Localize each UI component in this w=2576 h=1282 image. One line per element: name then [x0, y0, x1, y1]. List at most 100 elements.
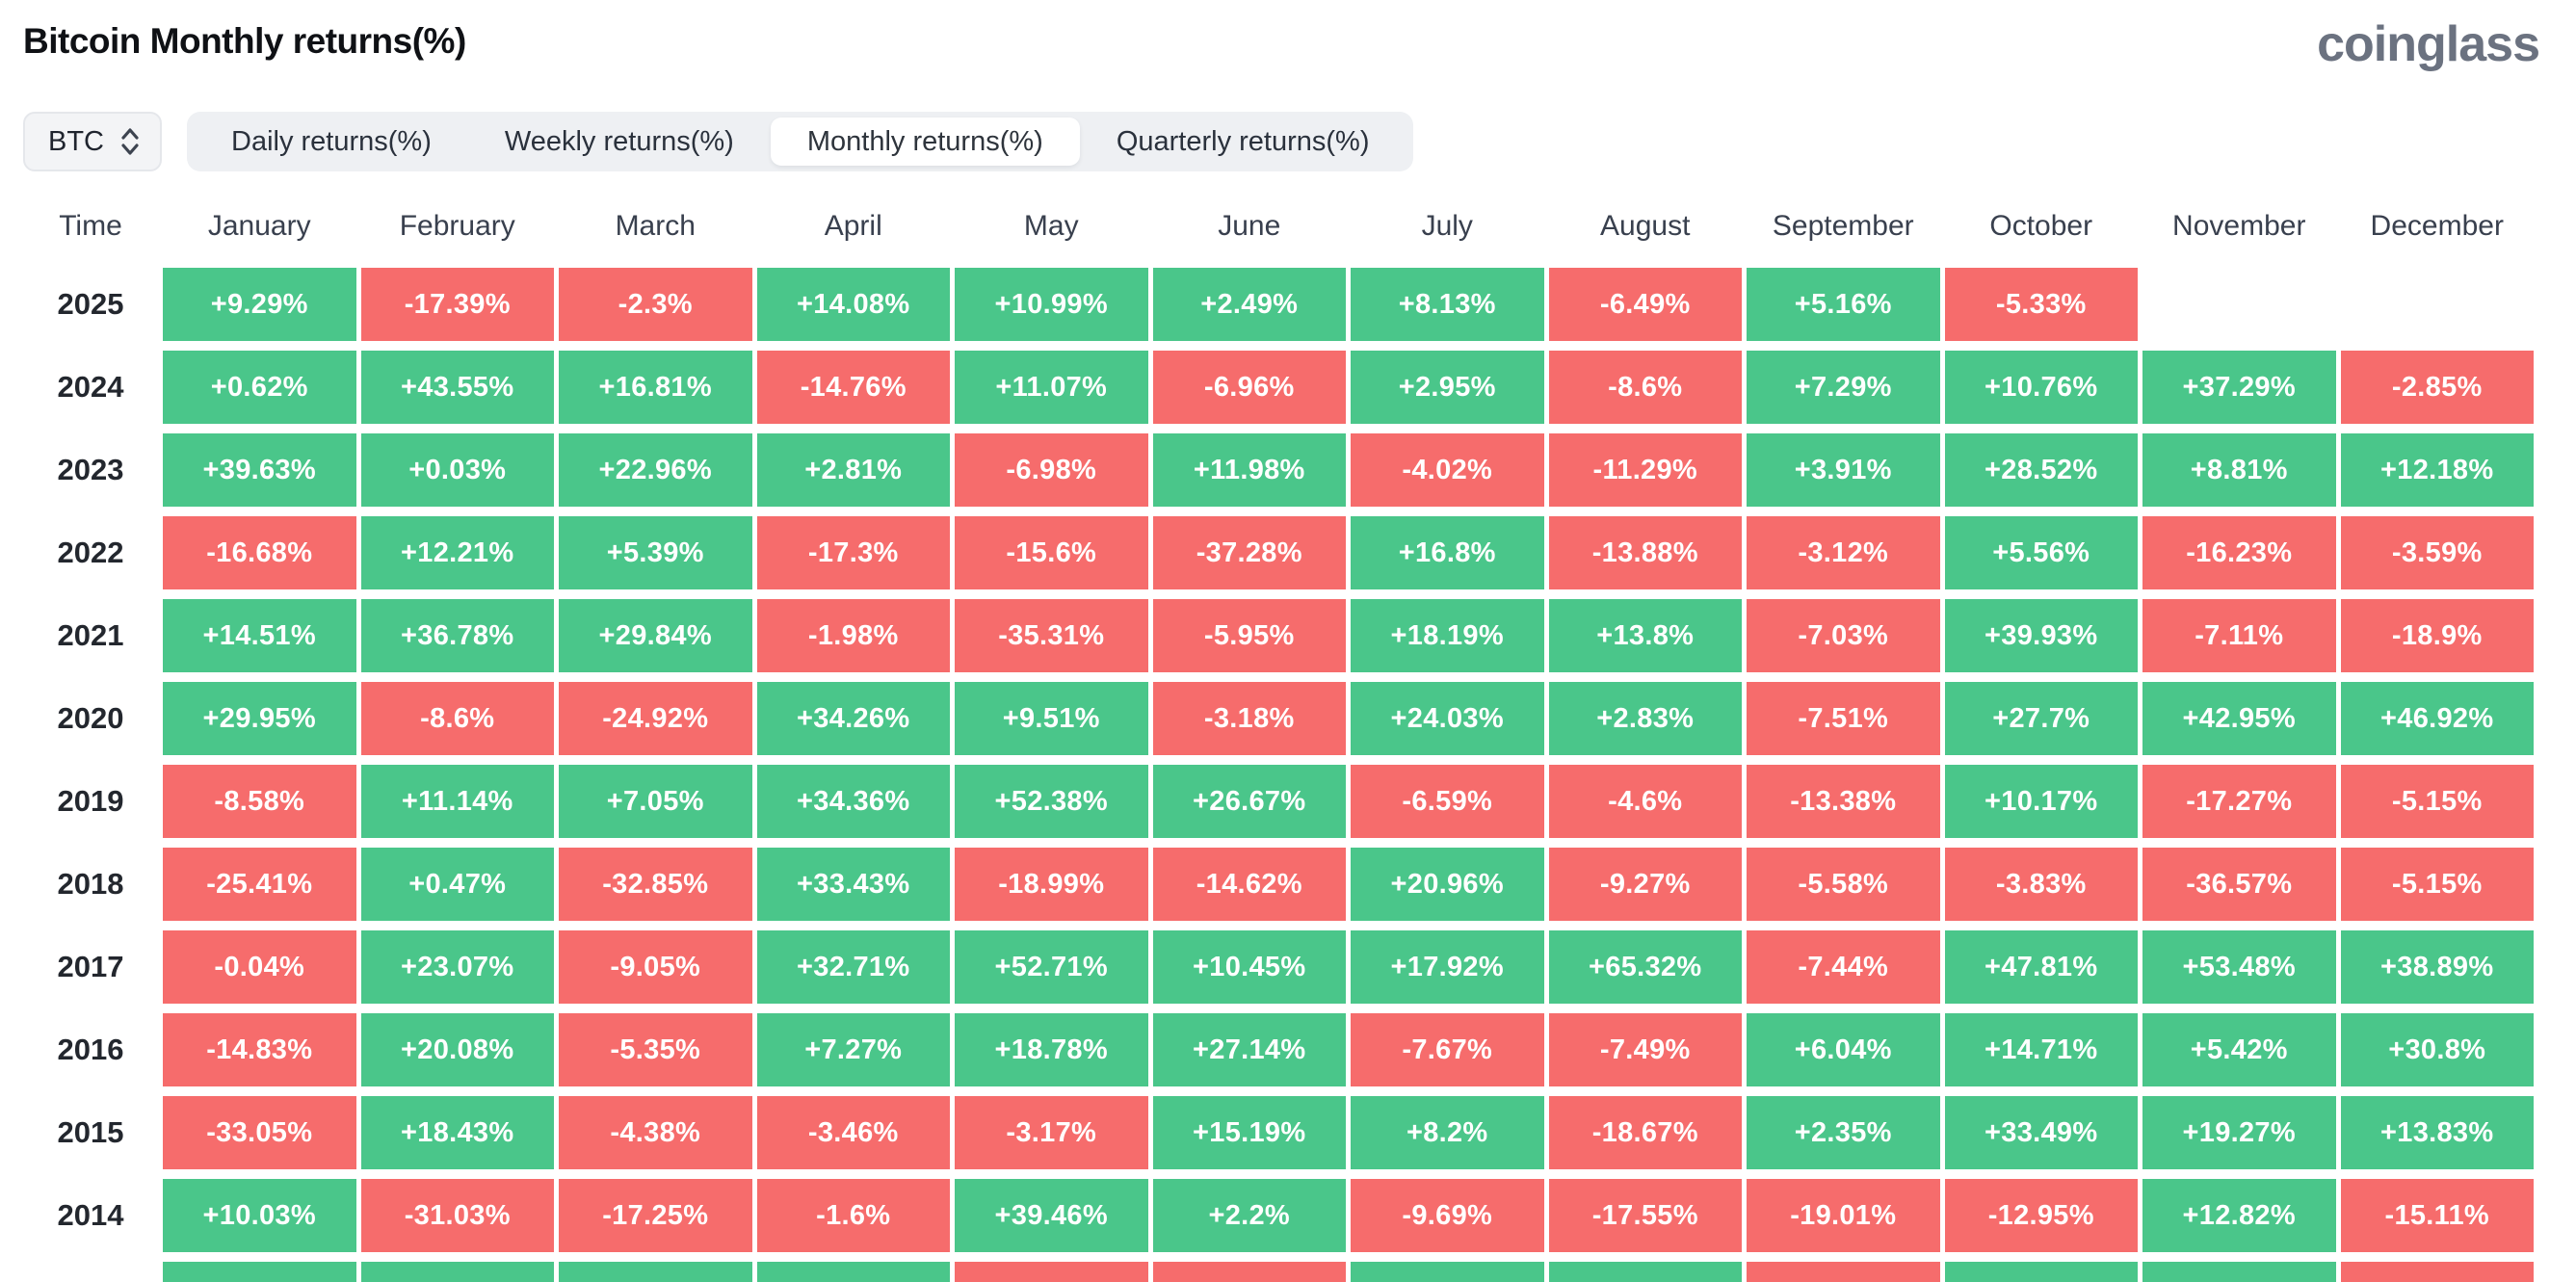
return-cell: +0.62%: [163, 351, 356, 424]
month-header: March: [615, 210, 696, 242]
return-cell: +3.91%: [1747, 433, 1940, 507]
return-cell: +39.63%: [163, 433, 356, 507]
return-cell: -5.33%: [1944, 268, 2138, 341]
year-label: 2018: [57, 867, 124, 901]
table-row: 2023 +39.63% +0.03% +22.96% +2.81% -6.98% +11.…: [23, 433, 2534, 507]
return-cell: -35.31%: [955, 599, 1148, 672]
return-cell: -18.9%: [2340, 599, 2534, 672]
return-cell: -16.68%: [163, 516, 356, 589]
return-cell: +23.07%: [360, 930, 554, 1004]
return-cell: +14.71%: [1944, 1013, 2138, 1086]
page-header: Bitcoin Monthly returns(%) coinglass: [0, 0, 2576, 73]
tab-daily[interactable]: Daily returns(%): [231, 125, 432, 157]
return-cell: -18.67%: [1548, 1096, 1742, 1169]
symbol-select[interactable]: BTC: [23, 112, 162, 171]
return-cell: -9.05%: [559, 930, 752, 1004]
return-cell: +6.04%: [1747, 1013, 1940, 1086]
page-title: Bitcoin Monthly returns(%): [23, 21, 466, 61]
return-cell: +2.2%: [1152, 1179, 1346, 1252]
return-cell: -8.58%: [163, 765, 356, 838]
month-header: December: [2370, 210, 2504, 242]
return-cell: +11.14%: [360, 765, 554, 838]
return-cell: -14.83%: [163, 1013, 356, 1086]
return-cell: +42.95%: [2142, 682, 2336, 755]
return-cell: +37.29%: [2142, 351, 2336, 424]
year-label: 2025: [57, 287, 124, 321]
return-cell: +10.99%: [955, 268, 1148, 341]
table-row: 2020 +29.95% -8.6% -24.92% +34.26% +9.51% -3.1…: [23, 682, 2534, 755]
return-cell: -8.6%: [1548, 351, 1742, 424]
return-cell: +2.95%: [1351, 351, 1544, 424]
return-cell: -5.15%: [2340, 848, 2534, 921]
return-cell: +11.98%: [1152, 433, 1346, 507]
return-cell: -25.41%: [163, 848, 356, 921]
return-cell: +2.83%: [1548, 682, 1742, 755]
table-header-row: Time January February March April May June July…: [23, 200, 2534, 252]
month-header: May: [1023, 210, 1079, 242]
return-cell: -13.88%: [1548, 516, 1742, 589]
return-cell: +53.48%: [2142, 930, 2336, 1004]
return-cell: -37.28%: [1152, 516, 1346, 589]
return-cell: +20.96%: [1351, 848, 1544, 921]
return-cell: +47.81%: [1944, 930, 2138, 1004]
table-row: 2025 +9.29% -17.39% -2.3% +14.08% +10.99% +2.4…: [23, 268, 2534, 341]
return-cell: [559, 1262, 752, 1282]
return-cell: -11.29%: [1548, 433, 1742, 507]
return-cell: +15.19%: [1152, 1096, 1346, 1169]
year-label: 2019: [57, 784, 124, 818]
return-cell: +36.78%: [360, 599, 554, 672]
return-cell: [1944, 1262, 2138, 1282]
year-label: 2024: [57, 370, 124, 404]
return-cell: +11.07%: [955, 351, 1148, 424]
return-cell: -31.03%: [360, 1179, 554, 1252]
return-cell: +13.8%: [1548, 599, 1742, 672]
month-header: September: [1772, 210, 1914, 242]
return-cell: -7.44%: [1747, 930, 1940, 1004]
return-cell: +29.95%: [163, 682, 356, 755]
return-cell: +10.76%: [1944, 351, 2138, 424]
tab-monthly[interactable]: Monthly returns(%): [770, 118, 1080, 166]
return-cell: +39.46%: [955, 1179, 1148, 1252]
return-cell: -9.27%: [1548, 848, 1742, 921]
return-cell: [1747, 1262, 1940, 1282]
table-row: 2018 -25.41% +0.47% -32.85% +33.43% -18.99% -1…: [23, 848, 2534, 921]
month-header: April: [824, 210, 882, 242]
table-row: 2024 +0.62% +43.55% +16.81% -14.76% +11.07% -6…: [23, 351, 2534, 424]
year-label: 2016: [57, 1033, 124, 1066]
return-cell: -13.38%: [1747, 765, 1940, 838]
return-cell: +9.51%: [955, 682, 1148, 755]
return-cell: -1.6%: [756, 1179, 950, 1252]
return-cell: -12.95%: [1944, 1179, 2138, 1252]
return-cell: +17.92%: [1351, 930, 1544, 1004]
return-cell: -6.59%: [1351, 765, 1544, 838]
return-cell: -3.12%: [1747, 516, 1940, 589]
table-row: 2016 -14.83% +20.08% -5.35% +7.27% +18.78% +27…: [23, 1013, 2534, 1086]
return-cell: +22.96%: [559, 433, 752, 507]
tab-weekly[interactable]: Weekly returns(%): [504, 125, 734, 157]
return-cell: -17.3%: [756, 516, 950, 589]
return-cell: +2.81%: [756, 433, 950, 507]
return-cell: +18.19%: [1351, 599, 1544, 672]
return-cell: [2341, 268, 2535, 341]
return-cell: +7.05%: [559, 765, 752, 838]
tab-quarterly[interactable]: Quarterly returns(%): [1116, 125, 1370, 157]
return-cell: +5.16%: [1747, 268, 1940, 341]
return-cell: +8.81%: [2142, 433, 2336, 507]
return-cell: -1.98%: [756, 599, 950, 672]
return-cell: +14.08%: [756, 268, 950, 341]
return-cell: +7.29%: [1747, 351, 1940, 424]
return-cell: +12.82%: [2142, 1179, 2336, 1252]
year-label: 2014: [57, 1198, 124, 1232]
table-row: 2015 -33.05% +18.43% -4.38% -3.46% -3.17% +15.…: [23, 1096, 2534, 1169]
month-header: February: [399, 210, 515, 242]
return-cell: -6.49%: [1548, 268, 1742, 341]
return-cell: -18.99%: [955, 848, 1148, 921]
month-header: November: [2172, 210, 2306, 242]
coinglass-logo: coinglass: [2317, 16, 2540, 72]
return-cell: +0.47%: [360, 848, 554, 921]
return-cell: +24.03%: [1351, 682, 1544, 755]
return-cell: [2142, 1262, 2336, 1282]
return-cell: +34.26%: [756, 682, 950, 755]
symbol-select-value: BTC: [48, 125, 104, 157]
